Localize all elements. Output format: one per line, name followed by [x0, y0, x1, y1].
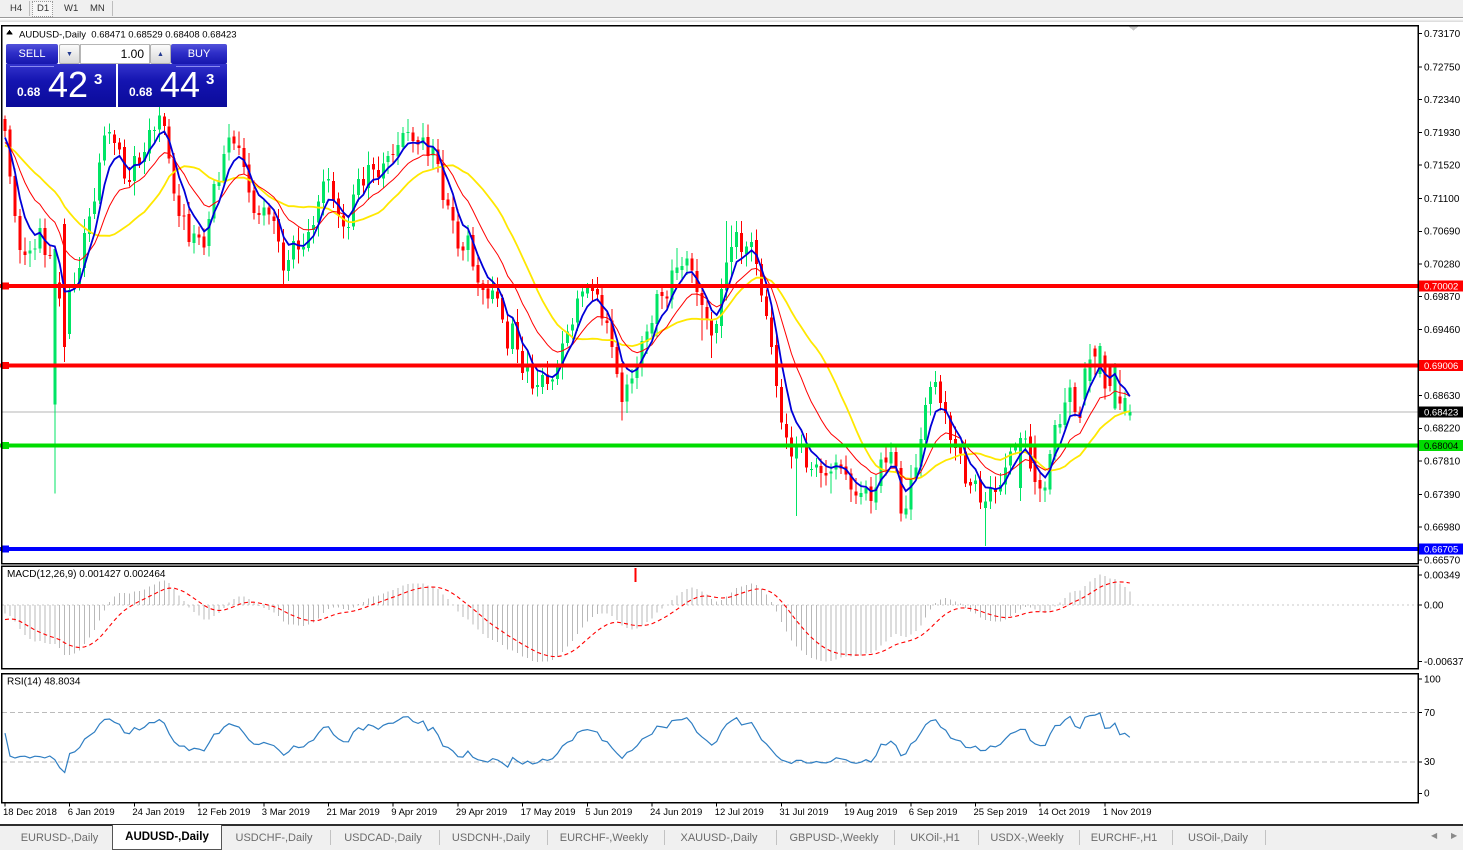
svg-text:21 Mar 2019: 21 Mar 2019 [327, 807, 380, 818]
svg-text:0.66980: 0.66980 [1424, 523, 1461, 534]
svg-text:29 Apr 2019: 29 Apr 2019 [456, 807, 507, 818]
svg-text:24 Jan 2019: 24 Jan 2019 [132, 807, 184, 818]
svg-text:0.71520: 0.71520 [1424, 161, 1461, 172]
svg-text:0: 0 [1424, 789, 1430, 800]
svg-text:0.66570: 0.66570 [1424, 555, 1461, 566]
svg-text:12 Feb 2019: 12 Feb 2019 [197, 807, 250, 818]
svg-text:0.69870: 0.69870 [1424, 292, 1461, 303]
svg-text:0.71930: 0.71930 [1424, 128, 1461, 139]
svg-text:1 Nov 2019: 1 Nov 2019 [1103, 807, 1152, 818]
svg-text:0.68220: 0.68220 [1424, 424, 1461, 435]
svg-text:0.71100: 0.71100 [1424, 194, 1460, 205]
svg-text:0.68004: 0.68004 [1424, 441, 1458, 452]
svg-text:0.67390: 0.67390 [1424, 490, 1461, 501]
svg-text:3 Mar 2019: 3 Mar 2019 [262, 807, 310, 818]
svg-text:RSI(14) 48.8034: RSI(14) 48.8034 [7, 677, 81, 688]
svg-text:70: 70 [1424, 708, 1436, 719]
svg-text:0.66705: 0.66705 [1424, 545, 1458, 556]
svg-text:0.72750: 0.72750 [1424, 62, 1461, 73]
svg-text:MACD(12,26,9) 0.001427 0.00246: MACD(12,26,9) 0.001427 0.002464 [7, 569, 166, 580]
svg-text:100: 100 [1424, 674, 1441, 685]
svg-text:18 Dec 2018: 18 Dec 2018 [3, 807, 57, 818]
svg-text:12 Jul 2019: 12 Jul 2019 [715, 807, 764, 818]
svg-text:0.70280: 0.70280 [1424, 259, 1461, 270]
svg-text:0.00: 0.00 [1424, 601, 1444, 612]
svg-text:24 Jun 2019: 24 Jun 2019 [650, 807, 702, 818]
svg-text:25 Sep 2019: 25 Sep 2019 [974, 807, 1028, 818]
svg-text:0.70690: 0.70690 [1424, 227, 1461, 238]
svg-text:6 Sep 2019: 6 Sep 2019 [909, 807, 958, 818]
svg-text:0.73170: 0.73170 [1424, 29, 1461, 40]
svg-text:0.68423: 0.68423 [1424, 408, 1458, 419]
svg-text:-0.00637: -0.00637 [1424, 657, 1463, 668]
svg-text:19 Aug 2019: 19 Aug 2019 [844, 807, 897, 818]
svg-text:17 May 2019: 17 May 2019 [521, 807, 576, 818]
svg-text:0.69460: 0.69460 [1424, 325, 1461, 336]
svg-text:0.68630: 0.68630 [1424, 391, 1461, 402]
svg-text:6 Jan 2019: 6 Jan 2019 [68, 807, 115, 818]
svg-text:0.72340: 0.72340 [1424, 95, 1461, 106]
svg-text:9 Apr 2019: 9 Apr 2019 [391, 807, 437, 818]
svg-text:31 Jul 2019: 31 Jul 2019 [779, 807, 828, 818]
svg-text:0.67810: 0.67810 [1424, 456, 1461, 467]
svg-text:30: 30 [1424, 757, 1436, 768]
svg-text:0.69006: 0.69006 [1424, 361, 1458, 372]
svg-text:0.00349: 0.00349 [1424, 570, 1461, 581]
svg-text:14 Oct 2019: 14 Oct 2019 [1038, 807, 1090, 818]
svg-text:AUDUSD-,Daily 0.68471 0.68529: AUDUSD-,Daily 0.68471 0.68529 0.68408 0.… [19, 29, 237, 40]
svg-text:0.70002: 0.70002 [1424, 282, 1458, 293]
svg-text:5 Jun 2019: 5 Jun 2019 [585, 807, 632, 818]
